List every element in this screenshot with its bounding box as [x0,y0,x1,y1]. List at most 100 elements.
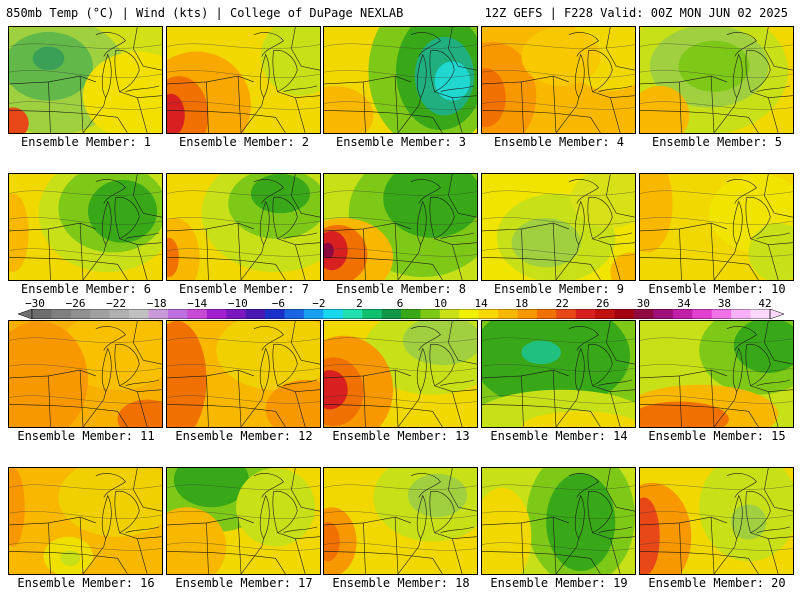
colorbar-tick-label: 34 [677,297,691,310]
colorbar-swatch [634,309,654,319]
colorbar-min-arrow [18,309,33,319]
temperature-region [546,472,616,572]
ensemble-member-map [639,173,794,281]
colorbar-swatch [536,309,557,319]
colorbar [18,309,784,319]
ensemble-member-label: Ensemble Member: 10 [648,282,786,296]
map-boundaries [9,468,162,574]
isotherm-contours [324,484,477,551]
isotherm-contours [640,337,793,404]
temperature-region [407,473,468,518]
ensemble-member-map [481,26,636,134]
chart-header-right: 12Z GEFS | F228 Valid: 00Z MON JUN 02 20… [484,6,788,20]
colorbar-tick-label: 10 [433,297,448,310]
temperature-region [640,497,660,574]
ensemble-member-label: Ensemble Member: 7 [178,282,310,296]
ensemble-member-map [323,26,478,134]
colorbar-swatch [614,309,635,319]
map-boundaries [9,174,162,280]
colorbar-swatch [750,309,771,319]
temperature-region [173,468,249,508]
colorbar-swatch [711,309,732,319]
ensemble-member-label: Ensemble Member: 5 [651,135,783,149]
colorbar-swatch [420,309,441,319]
colorbar-tick-label: −18 [146,297,167,310]
temperature-region [482,321,631,410]
ensemble-member-map [8,467,163,575]
map-boundaries [167,27,320,133]
temperature-region [521,27,601,86]
isotherm-contours [324,43,477,110]
colorbar-tick-label: 26 [596,297,610,310]
ensemble-member-map [323,320,478,428]
colorbar-swatch [129,309,149,319]
ensemble-member-map [8,173,163,281]
colorbar-tick-label: −22 [106,297,127,310]
temperature-region [730,504,767,540]
colorbar-swatch [32,309,52,319]
isotherm-contours [9,337,162,404]
ensemble-member-label: Ensemble Member: 9 [493,282,625,296]
temperature-region [87,179,158,243]
colorbar-swatch [575,309,596,319]
colorbar-swatch [245,309,266,319]
colorbar-tick-label: 42 [758,297,772,310]
isotherm-contours [167,190,320,257]
ensemble-member-label: Ensemble Member: 4 [493,135,625,149]
colorbar-swatch [478,309,499,319]
colorbar-tick-label: 22 [555,297,569,310]
map-boundaries [9,27,162,133]
map-boundaries [9,321,162,427]
isotherm-contours [167,337,320,404]
colorbar-tick-label: 38 [717,297,732,310]
colorbar-swatch [187,309,208,319]
ensemble-member-map [166,320,321,428]
colorbar-swatch [90,309,110,319]
colorbar-max-arrow [769,309,784,319]
temperature-region [324,230,348,271]
temperature-region [733,321,793,374]
ensemble-member-map [323,173,478,281]
colorbar-tick-label: 6 [396,297,404,310]
ensemble-member-label: Ensemble Member: 1 [20,135,152,149]
map-boundaries [324,321,477,427]
colorbar-swatch [265,309,285,319]
map-boundaries [324,468,477,574]
colorbar-swatch [653,309,674,319]
map-boundaries [640,174,793,280]
ensemble-member-label: Ensemble Member: 3 [335,135,467,149]
ensemble-member-label: Ensemble Member: 19 [490,576,628,590]
temperature-region [521,411,635,427]
colorbar-tick-label: −6 [271,297,285,310]
ensemble-member-map [8,320,163,428]
temperature-region [236,468,316,547]
isotherm-contours [167,43,320,110]
map-boundaries [640,468,793,574]
colorbar-swatch [439,309,460,319]
isotherm-contours [482,484,635,551]
colorbar-swatch [167,309,188,319]
temperature-region [610,252,635,280]
isotherm-contours [9,484,162,551]
isotherm-contours [640,190,793,257]
temperature-region [402,321,477,366]
colorbar-swatch [362,309,382,319]
colorbar-tick-label: −30 [25,297,45,310]
colorbar-swatch [342,309,363,319]
temperature-region [511,218,581,268]
chart-header-left: 850mb Temp (°C) | Wind (kts) | College o… [6,6,404,20]
temperature-region [640,174,673,253]
temperature-region [324,370,348,410]
ensemble-member-map [481,173,636,281]
ensemble-member-map [481,320,636,428]
map-boundaries [324,27,477,133]
temperature-region [521,340,561,365]
colorbar-tick-label: 14 [474,297,488,310]
ensemble-member-map [639,467,794,575]
ensemble-member-map [166,467,321,575]
isotherm-contours [324,337,477,404]
isotherm-contours [482,190,635,257]
ensemble-member-label: Ensemble Member: 14 [490,429,628,443]
map-boundaries [640,27,793,133]
colorbar-swatch [381,309,402,319]
